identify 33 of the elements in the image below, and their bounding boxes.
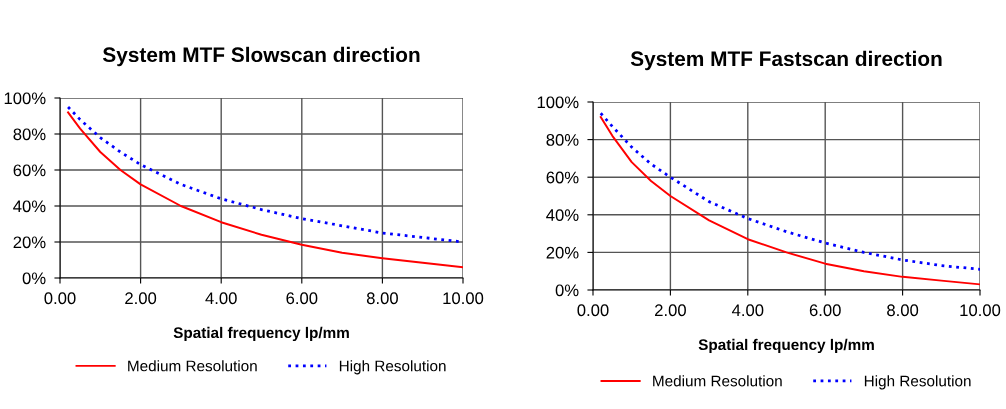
legend-label: High Resolution bbox=[339, 360, 446, 375]
chart-title: System MTF Fastscan direction bbox=[630, 50, 942, 71]
line-series bbox=[67, 111, 463, 269]
y-tick-label: 0% bbox=[555, 284, 579, 297]
x-tick-label: 10.00 bbox=[443, 292, 484, 305]
x-tick-label: 8.00 bbox=[366, 292, 398, 305]
x-tick-label: 8.00 bbox=[887, 304, 919, 317]
x-tick-label: 0.00 bbox=[577, 304, 609, 317]
y-tick-label: 20% bbox=[13, 236, 46, 249]
y-tick-label: 60% bbox=[13, 164, 46, 177]
x-tick-label: 4.00 bbox=[205, 292, 237, 305]
y-tick-label: 0% bbox=[22, 272, 46, 285]
legend-label: Medium Resolution bbox=[653, 375, 782, 387]
x-tick-label: 4.00 bbox=[731, 304, 764, 317]
x-axis-title: Spatial frequency lp/mm bbox=[698, 338, 874, 354]
x-tick-label: 2.00 bbox=[655, 304, 686, 317]
legend-label: High Resolution bbox=[864, 375, 971, 390]
legend-label: Medium Resolution bbox=[128, 360, 257, 372]
chart-title: System MTF Slowscan direction bbox=[102, 46, 420, 67]
y-tick-label: 80% bbox=[13, 128, 46, 141]
x-tick-label: 6.00 bbox=[286, 292, 318, 305]
y-tick-label: 20% bbox=[546, 246, 579, 259]
y-tick-label: 100% bbox=[4, 92, 46, 105]
x-tick-label: 2.00 bbox=[125, 292, 157, 305]
y-tick-label: 100% bbox=[537, 96, 579, 109]
x-tick-label: 10.00 bbox=[960, 304, 1001, 317]
y-tick-label: 40% bbox=[13, 200, 46, 213]
x-tick-label: 0.00 bbox=[44, 292, 76, 305]
y-tick-label: 60% bbox=[546, 171, 579, 184]
x-axis-title: Spatial frequency lp/mm bbox=[173, 326, 349, 342]
y-tick-label: 40% bbox=[546, 209, 579, 221]
x-tick-label: 6.00 bbox=[809, 304, 841, 317]
y-tick-label: 80% bbox=[546, 134, 579, 146]
